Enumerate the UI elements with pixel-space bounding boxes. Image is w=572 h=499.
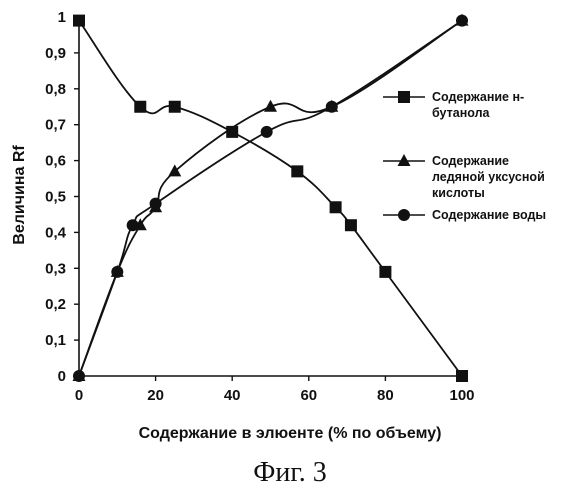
y-tick-label: 0,6 bbox=[45, 153, 66, 170]
data-point bbox=[456, 370, 468, 382]
legend-entry: Содержание н-бутанола bbox=[383, 90, 524, 120]
legend-label-line: Содержание н- bbox=[432, 90, 524, 104]
figure-caption: Фиг. 3 bbox=[253, 457, 326, 488]
legend-entry: Содержание воды bbox=[383, 208, 546, 222]
y-tick-label: 0,7 bbox=[45, 117, 66, 134]
x-axis-title: Содержание в элюенте (% по объему) bbox=[139, 425, 442, 442]
y-tick-label: 0,8 bbox=[45, 81, 66, 98]
data-point bbox=[134, 101, 146, 113]
x-tick-label: 100 bbox=[449, 387, 474, 404]
x-tick-label: 40 bbox=[224, 387, 241, 404]
series-line bbox=[79, 21, 462, 376]
legend-label-line: Содержание воды bbox=[432, 208, 546, 222]
legend-label-line: ледяной уксусной bbox=[432, 170, 545, 184]
legend-marker bbox=[398, 209, 410, 221]
y-tick-label: 0,3 bbox=[45, 260, 66, 277]
series-line bbox=[79, 21, 462, 376]
data-point bbox=[456, 15, 468, 27]
y-axis-title: Величина Rf bbox=[11, 145, 28, 245]
data-point bbox=[127, 219, 139, 231]
legend-marker bbox=[398, 91, 410, 103]
legend: Содержание н-бутанола Содержание ледяной у… bbox=[383, 90, 546, 222]
data-point bbox=[111, 266, 123, 278]
data-point bbox=[73, 370, 85, 382]
data-point bbox=[168, 164, 181, 176]
x-tick-label: 80 bbox=[377, 387, 394, 404]
series-layer bbox=[73, 14, 469, 382]
data-point bbox=[73, 15, 85, 27]
legend-marker bbox=[398, 154, 411, 166]
data-point bbox=[330, 201, 342, 213]
y-tick-label: 0,4 bbox=[45, 224, 67, 241]
data-point bbox=[261, 126, 273, 138]
legend-label: Содержание ледяной уксусной кислоты bbox=[432, 154, 545, 200]
y-tick-label: 0,5 bbox=[45, 189, 66, 206]
data-point bbox=[326, 101, 338, 113]
y-tick-label: 0 bbox=[58, 368, 66, 385]
data-point bbox=[379, 266, 391, 278]
data-point bbox=[291, 165, 303, 177]
series-circle bbox=[73, 15, 468, 382]
legend-label: Содержание н-бутанола bbox=[432, 90, 524, 120]
x-tick-label: 60 bbox=[300, 387, 317, 404]
series-triangle bbox=[73, 14, 469, 381]
data-point bbox=[169, 101, 181, 113]
legend-label-line: бутанола bbox=[432, 106, 491, 120]
legend-entry: Содержание ледяной уксусной кислоты bbox=[383, 154, 545, 200]
legend-label-line: Содержание bbox=[432, 154, 509, 168]
legend-label-line: кислоты bbox=[432, 186, 485, 200]
legend-label: Содержание воды bbox=[432, 208, 546, 222]
y-tick-label: 0,1 bbox=[45, 332, 66, 349]
y-tick-label: 0,9 bbox=[45, 45, 66, 62]
data-point bbox=[345, 219, 357, 231]
series-square bbox=[73, 15, 468, 382]
series-line bbox=[79, 21, 462, 376]
y-tick-label: 0,2 bbox=[45, 296, 66, 313]
y-tick-label: 1 bbox=[58, 9, 66, 26]
x-tick-label: 20 bbox=[147, 387, 164, 404]
data-point bbox=[150, 198, 162, 210]
x-tick-label: 0 bbox=[75, 387, 83, 404]
